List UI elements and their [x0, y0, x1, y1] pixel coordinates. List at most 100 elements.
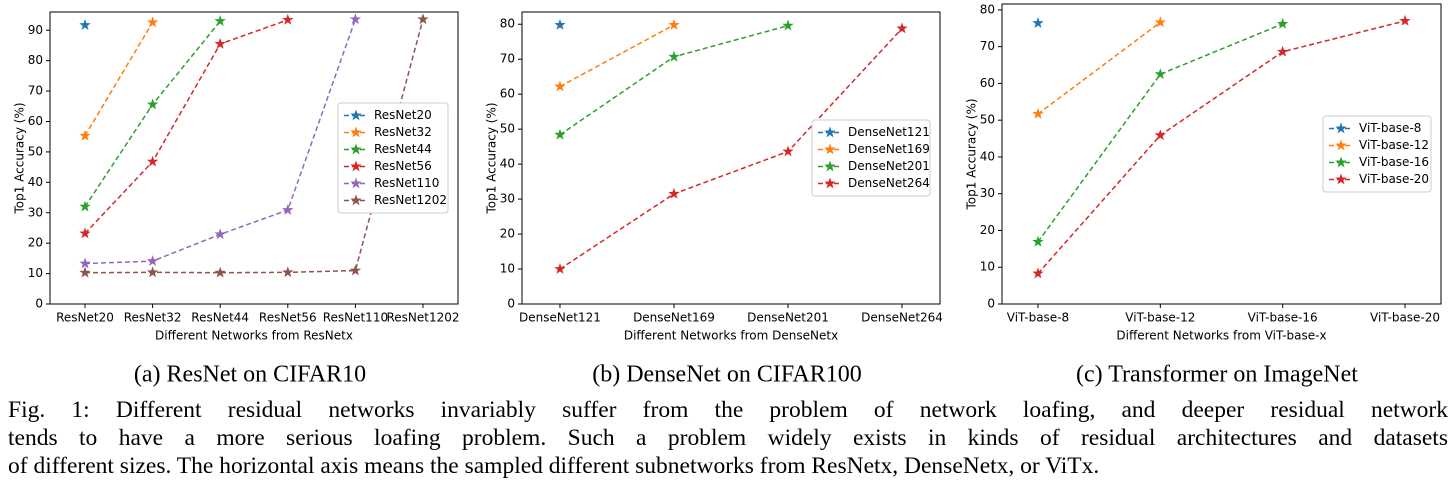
plot-area	[49, 11, 459, 305]
legend-marker	[824, 126, 836, 138]
data-point	[146, 16, 159, 28]
data-point	[1032, 235, 1044, 247]
y-axis-label: Top1 Accuracy (%)	[13, 102, 27, 214]
data-point	[1032, 267, 1044, 279]
x-tick-label: ResNet32	[124, 311, 182, 325]
data-point	[79, 227, 91, 239]
legend-marker	[1335, 156, 1347, 168]
y-tick-label: 0	[987, 297, 995, 311]
caption-line: of different sizes. The horizontal axis …	[8, 453, 1100, 479]
y-tick-label: 10	[500, 262, 515, 276]
data-point	[1032, 17, 1044, 28]
y-tick-label: 70	[28, 84, 43, 98]
data-point	[668, 50, 680, 62]
legend-marker	[350, 194, 362, 206]
legend-marker	[350, 126, 362, 138]
x-tick-label: DenseNet169	[633, 311, 715, 325]
y-tick-label: 40	[28, 175, 43, 189]
y-axis-label: Top1 Accuracy (%)	[485, 102, 499, 214]
data-point	[668, 18, 680, 30]
caption-line: tends to have a more serious loafing pro…	[8, 425, 1448, 451]
subcaption: (c) Transformer on ImageNet	[1076, 362, 1358, 388]
y-tick-label: 70	[980, 39, 995, 53]
data-point	[1154, 16, 1167, 28]
data-point	[146, 266, 159, 278]
y-tick-label: 80	[980, 2, 995, 16]
legend-label: ViT-base-20	[1359, 172, 1429, 186]
data-point	[79, 266, 91, 278]
legend-marker	[824, 160, 836, 172]
y-tick-label: 30	[28, 205, 43, 219]
legend-marker	[350, 143, 362, 155]
y-tick-label: 40	[980, 149, 995, 163]
y-tick-label: 70	[500, 52, 515, 66]
y-tick-label: 20	[980, 223, 995, 237]
subcaption: (a) ResNet on CIFAR10	[134, 362, 366, 388]
data-point	[79, 19, 91, 30]
data-point	[146, 98, 159, 110]
series-line	[1037, 20, 1406, 274]
data-point	[554, 263, 566, 274]
legend-label: ViT-base-12	[1359, 138, 1429, 152]
y-axis-label: Top1 Accuracy (%)	[965, 98, 979, 210]
data-point	[146, 155, 159, 167]
data-point	[214, 15, 226, 26]
x-tick-label: ResNet20	[56, 311, 114, 325]
legend-marker	[350, 177, 362, 189]
data-point	[79, 200, 91, 212]
caption-line: Fig. 1: Different residual networks inva…	[8, 397, 1448, 423]
y-tick-label: 0	[35, 297, 43, 311]
legend-marker	[824, 177, 836, 189]
legend-label: DenseNet201	[848, 159, 930, 173]
legend-box	[337, 102, 449, 214]
y-tick-label: 60	[500, 87, 515, 101]
legend-box	[811, 119, 931, 197]
y-tick-label: 50	[980, 113, 995, 127]
legend-marker	[824, 143, 836, 155]
legend-label: ResNet1202	[374, 193, 447, 207]
x-tick-label: ResNet56	[259, 311, 317, 325]
data-point	[554, 80, 566, 92]
legend-box	[1322, 115, 1432, 193]
legend-label: ResNet44	[374, 142, 432, 156]
plot-area	[521, 11, 941, 305]
x-axis-label: Different Networks from ViT-base-x	[1116, 329, 1326, 343]
data-point	[282, 266, 294, 278]
data-point	[417, 13, 429, 25]
legend-label: DenseNet121	[848, 125, 930, 139]
x-tick-label: ResNet44	[191, 311, 249, 325]
series-line	[559, 24, 789, 136]
subcaption: (b) DenseNet on CIFAR100	[592, 362, 862, 388]
y-tick-label: 20	[500, 227, 515, 241]
data-point	[214, 228, 226, 240]
x-tick-label: ResNet110	[323, 311, 388, 325]
y-tick-label: 10	[28, 266, 43, 280]
data-point	[214, 266, 226, 278]
series-line	[1037, 21, 1161, 115]
x-tick-label: DenseNet264	[861, 311, 943, 325]
x-tick-label: ResNet1202	[386, 311, 459, 325]
legend-marker	[1335, 173, 1347, 185]
x-tick-label: ViT-base-16	[1248, 311, 1318, 325]
y-tick-label: 30	[980, 186, 995, 200]
legend-marker	[350, 109, 362, 121]
y-tick-label: 50	[28, 144, 43, 158]
legend-marker	[1335, 139, 1347, 151]
legend-label: ViT-base-8	[1359, 121, 1421, 135]
figure-caption: Fig. 1: Different residual networks inva…	[8, 396, 1448, 480]
data-point	[782, 19, 794, 31]
legend-label: ResNet32	[374, 125, 432, 139]
x-tick-label: ViT-base-20	[1370, 311, 1440, 325]
x-axis-label: Different Networks from DenseNetx	[624, 329, 838, 343]
data-point	[1276, 45, 1289, 57]
series-line	[84, 20, 221, 208]
data-point	[896, 22, 908, 34]
y-tick-label: 10	[980, 260, 995, 274]
series-line	[559, 27, 903, 270]
y-tick-label: 90	[28, 23, 43, 37]
y-tick-label: 20	[28, 236, 43, 250]
data-point	[1399, 14, 1411, 26]
data-point	[79, 257, 91, 269]
x-tick-label: DenseNet201	[747, 311, 829, 325]
series-line	[84, 19, 357, 265]
